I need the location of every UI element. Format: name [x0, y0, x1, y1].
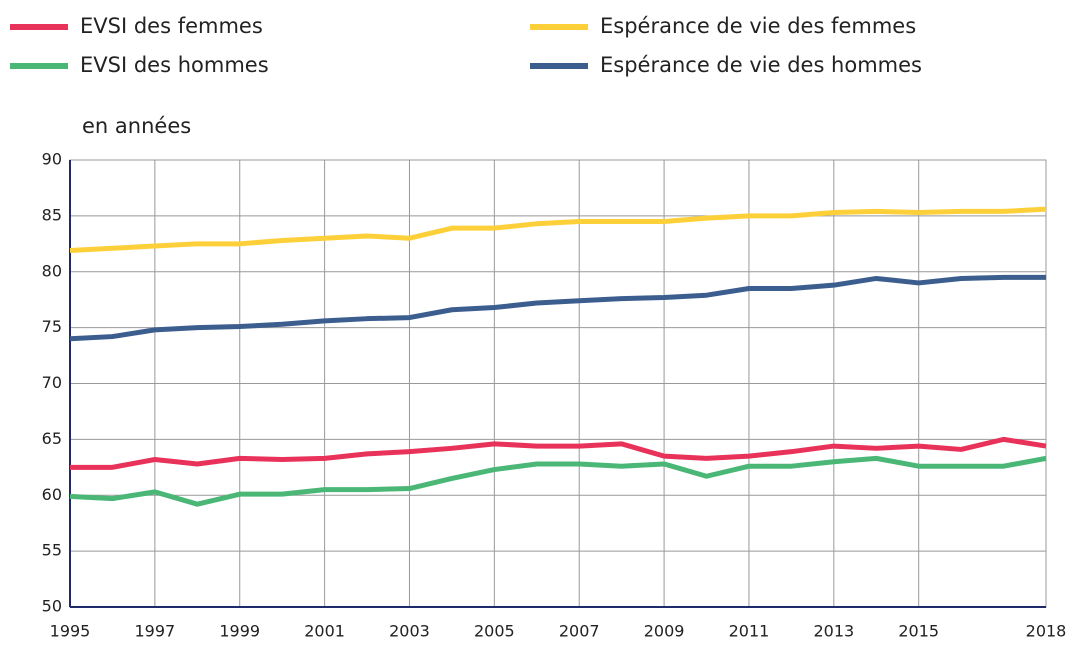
x-tick-label: 1999: [219, 622, 260, 641]
line-series: [69, 455, 1047, 507]
legend-label: Espérance de vie des femmes: [600, 14, 916, 38]
x-tick-label: 2007: [559, 622, 600, 641]
line-series: [70, 436, 1047, 470]
x-tick-label: 2011: [729, 622, 770, 641]
legend-label: Espérance de vie des hommes: [600, 53, 922, 77]
y-axis-label: en années: [82, 114, 191, 138]
x-tick-label: 2003: [389, 622, 430, 641]
x-tick-label: 2013: [813, 622, 854, 641]
y-tick-label: 55: [42, 541, 62, 560]
y-tick-label: 60: [42, 485, 62, 504]
x-tick-label: 2005: [474, 622, 515, 641]
y-tick-label: 70: [42, 373, 62, 392]
y-tick-label: 50: [42, 597, 62, 616]
y-tick-label: 90: [42, 150, 62, 169]
y-tick-label: 85: [42, 205, 62, 224]
x-tick-label: 1995: [50, 622, 91, 641]
line-series: [69, 274, 1046, 342]
x-tick-label: 2009: [644, 622, 685, 641]
y-tick-label: 75: [42, 317, 62, 336]
y-tick-label: 80: [42, 261, 62, 280]
y-tick-label: 65: [42, 429, 62, 448]
line-series: [69, 206, 1047, 254]
x-tick-label: 2018: [1026, 622, 1067, 641]
legend-label: EVSI des hommes: [80, 53, 269, 77]
legend-label: EVSI des femmes: [80, 14, 263, 38]
x-tick-label: 2001: [304, 622, 345, 641]
x-tick-label: 2015: [898, 622, 939, 641]
x-tick-label: 1997: [135, 622, 176, 641]
